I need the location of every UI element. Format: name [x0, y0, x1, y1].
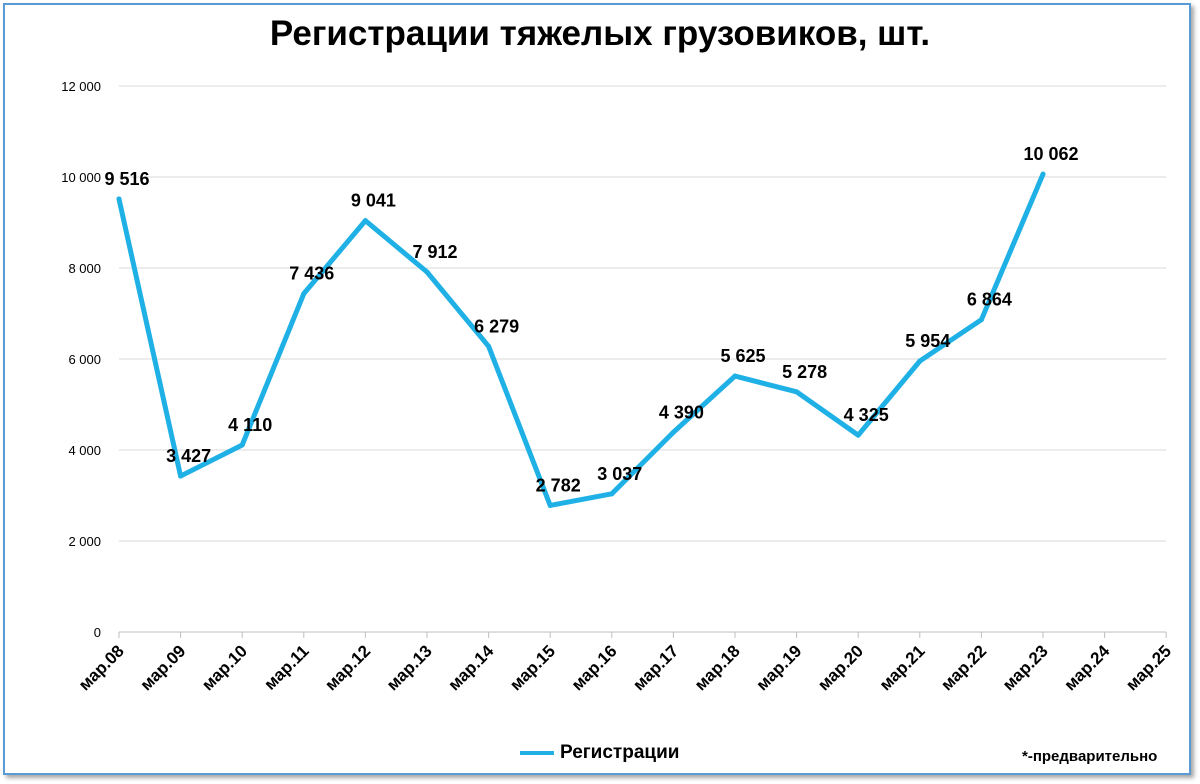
- data-point: [609, 491, 615, 497]
- data-point: [178, 473, 184, 479]
- x-tick-label: мар.19: [753, 641, 806, 694]
- x-tick-label: мар.15: [506, 641, 559, 694]
- x-tick-label: мар.22: [937, 641, 990, 694]
- y-tick-label: 12 000: [61, 79, 101, 94]
- legend-label: Регистрации: [560, 742, 680, 763]
- x-tick-label: мар.21: [876, 641, 929, 694]
- x-tick-label: мар.13: [383, 641, 436, 694]
- chart-legend: Регистрации: [520, 742, 679, 764]
- data-point: [794, 389, 800, 395]
- legend-swatch: [520, 751, 554, 755]
- x-tick-label: мар.14: [445, 641, 498, 694]
- data-point: [732, 373, 738, 379]
- data-label: 5 625: [720, 346, 765, 366]
- x-tick-label: мар.08: [75, 641, 128, 694]
- x-tick-label: мар.09: [137, 641, 190, 694]
- y-tick-label: 10 000: [61, 170, 101, 185]
- data-label: 2 782: [536, 475, 581, 495]
- data-point: [917, 358, 923, 364]
- x-tick-label: мар.12: [321, 641, 374, 694]
- data-label: 4 325: [844, 405, 889, 425]
- data-label: 6 864: [967, 290, 1012, 310]
- chart-title: Регистрации тяжелых грузовиков, шт.: [269, 14, 931, 53]
- data-point: [424, 269, 430, 275]
- series-line-registrations: [116, 171, 1046, 508]
- x-tick-label: мар.24: [1061, 641, 1114, 694]
- data-point: [362, 218, 368, 224]
- data-label: 6 279: [474, 316, 519, 336]
- data-point: [978, 317, 984, 323]
- data-label: 4 390: [659, 402, 704, 422]
- data-label: 4 110: [228, 415, 272, 435]
- y-tick-label: 2 000: [68, 534, 101, 549]
- data-point: [486, 343, 492, 349]
- data-label: 10 062: [1023, 144, 1078, 164]
- data-label: 5 278: [782, 362, 827, 382]
- chart-frame: [3, 3, 1191, 775]
- data-point: [855, 432, 861, 438]
- data-label: 7 436: [289, 264, 334, 284]
- y-tick-label: 4 000: [68, 443, 101, 458]
- x-tick-label: мар.25: [1122, 641, 1175, 694]
- data-label: 9 041: [351, 191, 396, 211]
- x-tick-label: мар.20: [814, 641, 867, 694]
- x-tick-label: мар.18: [691, 641, 744, 694]
- data-point: [116, 196, 122, 202]
- data-point: [239, 442, 245, 448]
- data-label: 3 037: [597, 464, 642, 484]
- data-label: 5 954: [905, 331, 950, 351]
- data-point: [301, 291, 307, 297]
- data-label: 9 516: [104, 169, 149, 189]
- y-tick-label: 0: [94, 625, 101, 640]
- data-point: [670, 429, 676, 435]
- x-tick-label: мар.10: [198, 641, 251, 694]
- y-tick-label: 6 000: [68, 352, 101, 367]
- x-tick-label: мар.17: [629, 641, 682, 694]
- footnote: *-предварительно: [1022, 748, 1158, 765]
- data-point: [1040, 171, 1046, 177]
- x-tick-label: мар.16: [568, 641, 621, 694]
- x-tick-label: мар.23: [999, 641, 1052, 694]
- y-tick-label: 8 000: [68, 261, 101, 276]
- data-label: 3 427: [166, 446, 211, 466]
- data-label: 7 912: [412, 242, 457, 262]
- x-tick-label: мар.11: [260, 641, 312, 693]
- data-point: [547, 502, 553, 508]
